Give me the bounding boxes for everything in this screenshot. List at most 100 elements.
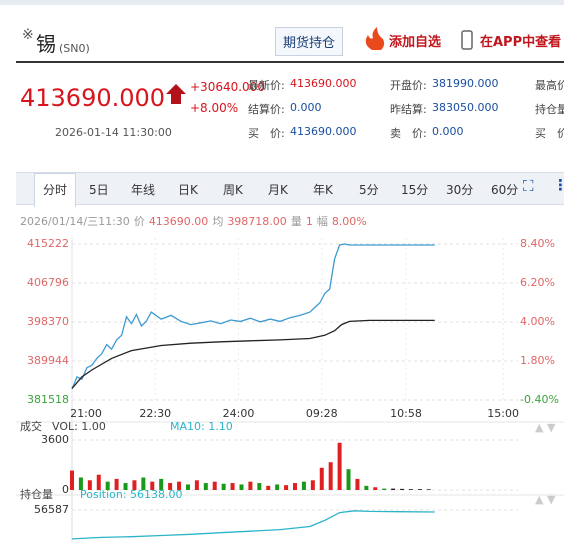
button[interactable]: 期货持仓 [275,27,344,56]
code: (SN0) [59,42,90,55]
volume-bar [257,483,262,490]
top-strip [0,0,564,5]
icons [365,27,473,50]
series-line [71,243,435,390]
field-value: 381990.000 [432,77,499,90]
field-value: 0.000 [290,101,322,114]
volume-bar [248,481,253,490]
volume-bar [364,485,369,490]
volume-bar [293,483,297,490]
tab[interactable]: 5分 [359,183,379,197]
change-pct: +8.00% [190,101,239,115]
tab[interactable]: 15分 [401,183,429,197]
volume-bar [373,487,378,490]
volume-bar [132,480,137,490]
volume-bar [141,477,146,490]
volume-bar [310,480,315,490]
info-item: 幅 [316,215,328,228]
fire-icon [365,27,385,50]
y-tick-label: 381518 [27,393,69,406]
x-tick-label: 21:00 [70,407,102,420]
icon: ※ [22,27,34,43]
volume-bar [391,488,396,490]
ma-label: MA10: 1.10 [170,420,233,433]
time: 2026-01-14 11:30:00 [55,126,172,139]
more-icon[interactable]: ⋮ [553,176,564,194]
info-item: 1 [305,215,313,228]
info-bar: 2026/01/14/三11:30 价 413690.00 均 398718.00 量 1 幅… [20,210,371,229]
volume-bar [123,483,128,490]
x-tick-label: 22:30 [139,407,171,420]
tab[interactable]: 5日 [89,183,109,197]
x-tick-label: 15:00 [487,407,519,420]
x-tick-label: 10:58 [390,407,422,420]
field-label: 买 价: [248,127,285,140]
tab-bar [16,172,564,205]
fullscreen-icon[interactable]: ⛶ [523,177,534,195]
volume-bar [400,488,405,490]
scroll-arrows[interactable]: ▲ ▼ [535,421,556,434]
tab[interactable]: 日K [178,183,198,197]
volume-bar [212,481,217,490]
volume-bar [221,483,226,490]
add-favorite[interactable]: 添加自选 [389,35,442,50]
field-label: 最高价 [535,79,564,92]
volume-bar [239,484,244,490]
volume-bar [319,467,324,490]
volume-bar [346,469,351,490]
name: 锡 [36,32,56,56]
vol-label: VOL: 1.00 [52,420,106,433]
volume-bar [159,478,164,490]
tab[interactable]: 60分 [491,183,519,197]
volume-bar [105,481,110,490]
volume-bar [355,478,360,490]
info-item: 量 [290,215,302,228]
volume-bar [150,481,155,490]
tab[interactable]: 周K [223,183,243,197]
y-tick-label: 415222 [27,237,69,250]
field-label: 卖 价: [390,127,427,140]
volume-bar [301,481,306,490]
volume-bar [168,483,173,490]
volume-bar [96,474,101,490]
field-label: 结算价: [248,103,285,116]
volume-bar [426,489,431,490]
volume-bar [328,462,333,490]
tab[interactable]: 月K [268,183,288,197]
y-tick-label: 406796 [27,276,69,289]
position-label: Position: 56138.00 [80,488,183,501]
volume-bar [337,442,342,490]
x-tick-label: 09:28 [306,407,338,420]
field-label: 开盘价: [390,79,427,92]
field-label: 昨结算: [390,103,427,116]
chart-label: 成交 [20,419,42,433]
tab[interactable]: 分时 [34,173,77,207]
field-label: 最新价: [248,79,285,92]
y2-tick-label: 4.00% [520,315,555,328]
field-label: 持仓量 [535,103,564,116]
tab[interactable]: 年线 [131,183,156,197]
info-item: 398718.00 [227,215,287,228]
info-item: 8.00% [331,215,367,228]
scroll-arrows[interactable]: ▲ ▼ [535,493,556,506]
tab[interactable]: 年K [313,183,333,197]
field-value: 383050.000 [432,101,499,114]
volume-bar [408,489,413,490]
tab[interactable]: 30分 [446,183,474,197]
field-value: 413690.000 [290,125,357,138]
y2-tick-label: -0.40% [520,393,559,406]
open-app[interactable]: 在APP中查看 [480,35,562,50]
price: 413690.000 [20,84,166,112]
field-value: 0.000 [432,125,464,138]
arrow [166,84,186,104]
volume-bar [266,485,271,490]
y2-tick-label: 6.20% [520,276,555,289]
field-label: 买 价 [535,127,564,140]
volume-bar [203,483,208,490]
up-arrow [166,84,186,104]
y-tick-label: 3600 [41,433,69,446]
volume-bar [87,480,92,490]
volume-bar [185,484,190,490]
